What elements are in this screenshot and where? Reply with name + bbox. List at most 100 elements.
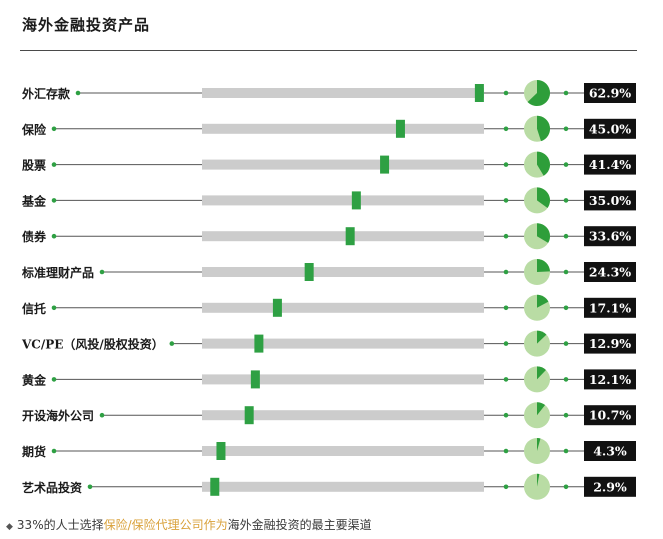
connector-dot: [51, 448, 57, 454]
bar-value-marker: [250, 370, 260, 389]
category-label: 基金: [21, 193, 47, 208]
value-label-box: [584, 190, 636, 211]
bar-value-marker: [351, 191, 361, 210]
footnote-highlight: 保险/保险代理公司作为: [103, 518, 228, 532]
connector-dot: [503, 126, 509, 132]
bar-value-marker: [474, 84, 484, 102]
connector-dot: [503, 90, 509, 96]
category-label: 期货: [22, 444, 46, 459]
value-label: 41.4%: [589, 157, 631, 172]
footnote-pre: 33%的人士选择: [16, 518, 104, 532]
bar-value-marker: [244, 406, 254, 425]
bar-track: [202, 481, 484, 492]
connector-dot: [51, 162, 57, 167]
bar-track: [202, 338, 484, 349]
connector-dot: [51, 126, 57, 132]
value-label: 33.6%: [589, 229, 631, 244]
connector-dot: [503, 162, 509, 167]
value-label-box: [584, 441, 636, 461]
value-label-box: [584, 154, 636, 175]
bar-track: [202, 446, 484, 456]
title-divider: [20, 50, 637, 51]
value-label-box: [584, 226, 636, 247]
category-label: 外汇存款: [22, 86, 71, 101]
connector-dot: [503, 305, 509, 311]
connector-dot: [563, 484, 569, 490]
bar-value-marker: [395, 119, 405, 138]
value-label: 45.0%: [589, 121, 631, 136]
connector-dot: [503, 269, 509, 275]
pie-slice: [537, 438, 541, 451]
connector-dot: [503, 484, 509, 490]
bar-value-marker: [216, 442, 226, 460]
value-label: 4.3%: [593, 444, 627, 459]
pie-slice: [537, 473, 540, 487]
connector-dot: [563, 162, 569, 167]
bar-track: [202, 267, 484, 277]
connector-dot: [99, 412, 105, 418]
pie-slice: [527, 80, 551, 106]
value-label: 24.3%: [589, 265, 631, 280]
connector-dot: [51, 233, 57, 239]
footnote-bullet-icon: ◆: [6, 522, 13, 532]
category-label: 标准理财产品: [21, 265, 94, 280]
value-label-box: [584, 118, 636, 139]
value-label: 12.9%: [589, 336, 631, 351]
connector-dot: [75, 90, 81, 96]
bar-value-marker: [272, 298, 282, 317]
pie-slice: [537, 259, 550, 272]
category-label: 开设海外公司: [22, 408, 94, 423]
value-label-box: [584, 405, 636, 426]
connector-dot: [503, 198, 509, 203]
bar-track: [202, 159, 484, 170]
value-label-box: [584, 297, 636, 318]
value-label-box: [584, 83, 636, 103]
connector-dot: [563, 198, 569, 203]
connector-dot: [563, 448, 569, 454]
bar-value-marker: [304, 263, 314, 281]
connector-dot: [87, 484, 93, 490]
bar-value-marker: [380, 155, 390, 174]
pie-slice: [537, 115, 550, 142]
bar-track: [202, 410, 484, 421]
connector-dot: [51, 198, 57, 203]
bar-track: [202, 123, 484, 134]
connector-dot: [51, 377, 57, 382]
pie-slice: [537, 366, 546, 380]
footnote-post: 海外金融投资的最主要渠道: [227, 518, 372, 532]
bar-value-marker: [254, 334, 264, 353]
value-label: 12.1%: [589, 372, 631, 387]
connector-dot: [563, 412, 569, 418]
bar-track: [202, 88, 484, 98]
value-label: 35.0%: [589, 193, 631, 208]
connector-dot: [563, 90, 569, 96]
category-label: 保险: [21, 122, 47, 137]
connector-dot: [563, 377, 569, 382]
bar-track: [202, 302, 484, 313]
connector-dot: [503, 233, 509, 239]
pie-slice: [537, 294, 549, 308]
pie-slice: [537, 330, 547, 344]
value-label: 17.1%: [589, 300, 631, 315]
connector-dot: [563, 126, 569, 132]
value-label: 10.7%: [589, 408, 631, 423]
bar-value-marker: [345, 227, 355, 246]
connector-dot: [503, 341, 509, 346]
connector-dot: [169, 341, 175, 346]
bar-value-marker: [210, 477, 220, 496]
value-label: 62.9%: [589, 86, 631, 101]
pie-slice: [537, 151, 551, 176]
bar-track: [202, 374, 484, 385]
bar-track: [202, 195, 484, 206]
category-label: 黄金: [22, 372, 47, 387]
category-label: 信托: [22, 301, 46, 316]
category-label: 债券: [22, 229, 47, 244]
connector-dot: [503, 412, 509, 418]
value-label-box: [584, 369, 636, 390]
category-label: 股票: [22, 158, 46, 173]
category-label: 艺术品投资: [22, 480, 82, 495]
pie-slice: [537, 187, 551, 209]
connector-dot: [503, 448, 509, 454]
connector-dot: [563, 305, 569, 311]
connector-dot: [563, 233, 569, 239]
